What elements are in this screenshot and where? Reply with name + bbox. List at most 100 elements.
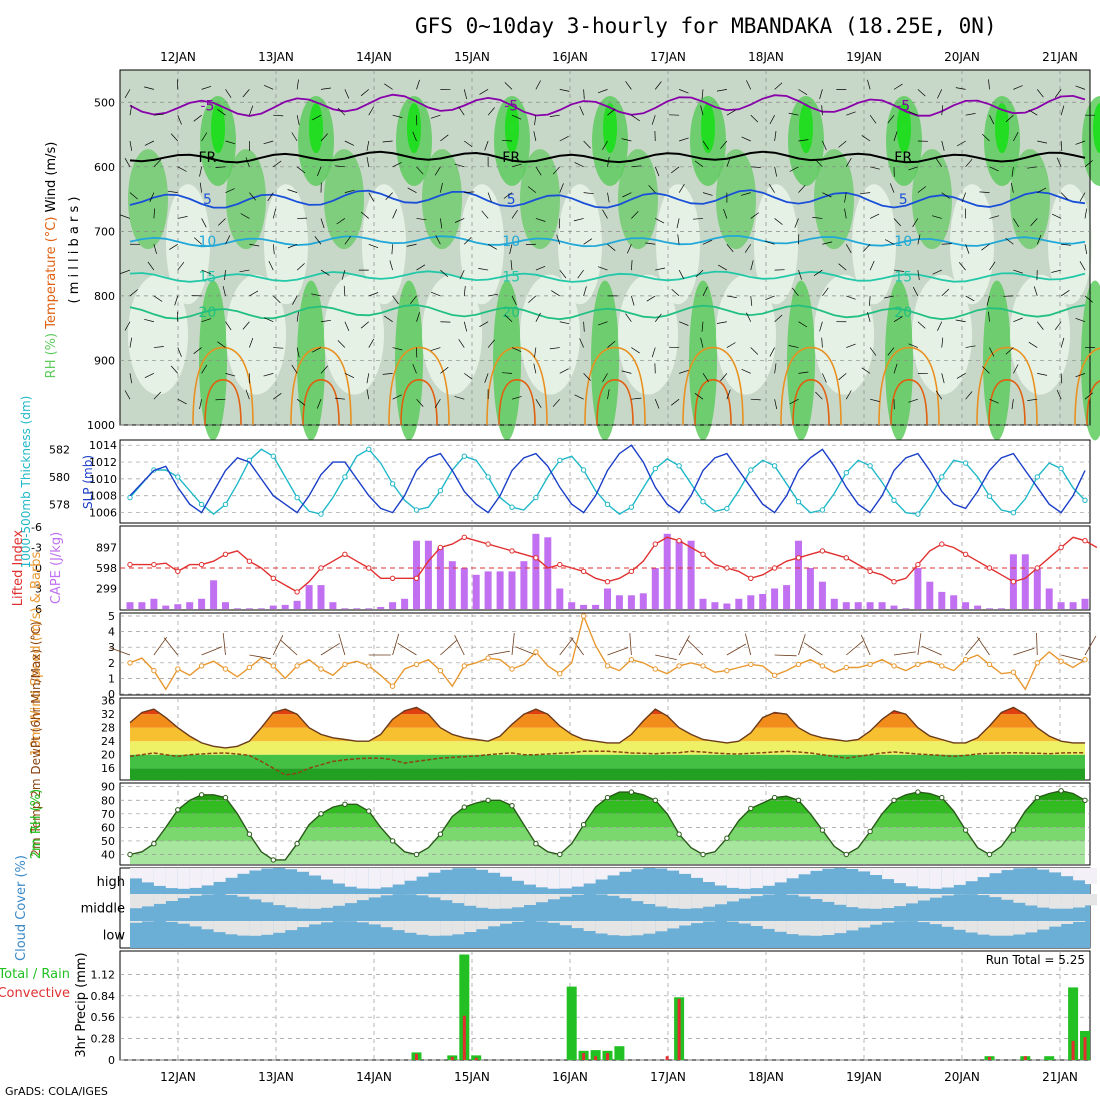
cloud-gap xyxy=(631,921,644,936)
thickness-point xyxy=(748,467,754,473)
wind-barb xyxy=(822,241,833,245)
cape-bar xyxy=(938,591,946,609)
wind-barb xyxy=(788,345,799,348)
wind-barb xyxy=(193,114,202,122)
cloud-gap xyxy=(285,894,298,908)
cloud-gap xyxy=(1001,921,1014,936)
lifted-index-point xyxy=(915,561,921,568)
wind-speed-point xyxy=(294,663,300,669)
cloud-gap xyxy=(619,868,632,872)
wind-barb xyxy=(862,244,871,252)
rh-tick-label: 80 xyxy=(101,794,115,807)
thickness-point xyxy=(175,474,181,480)
cloud-gap xyxy=(488,894,501,909)
cloud-gap xyxy=(882,921,895,923)
cape-bar xyxy=(126,602,134,609)
wind-barb xyxy=(1036,234,1042,245)
cloud-gap xyxy=(929,868,942,889)
slp-tick-label: 1012 xyxy=(89,456,117,469)
cloud-gap xyxy=(488,868,501,873)
wind-barb xyxy=(272,635,284,656)
wind-speed-point xyxy=(604,663,611,669)
thickness-point xyxy=(962,460,969,466)
wind-speed-point xyxy=(986,661,993,668)
rh-moist-region xyxy=(226,149,266,250)
wind-barb xyxy=(458,339,465,348)
lifted-index-point xyxy=(151,561,157,568)
top-date-label: 19JAN xyxy=(846,50,882,64)
wind-barb xyxy=(406,243,417,247)
isotherm-25-loop xyxy=(780,346,842,426)
wind-barb xyxy=(726,342,736,348)
wind-barb xyxy=(745,633,752,656)
cloud-gap xyxy=(846,894,859,908)
wind-barb xyxy=(798,269,802,280)
rh2m-point xyxy=(748,805,754,812)
wind-barb xyxy=(344,189,355,193)
cape-bar xyxy=(747,595,755,609)
wind-barb xyxy=(1036,321,1044,330)
wind-tick-label: 0 xyxy=(108,688,115,701)
wind-barb xyxy=(291,132,298,142)
wind-barb xyxy=(291,364,298,374)
wind-barb xyxy=(917,321,926,329)
wind-barb xyxy=(296,311,299,322)
cloud-gap xyxy=(941,868,954,888)
wind-barb xyxy=(1037,140,1048,144)
cloud-gap xyxy=(476,894,489,908)
cape-bar xyxy=(759,594,767,609)
rh-moist-region xyxy=(689,280,717,441)
wind-barb xyxy=(798,139,809,142)
wind-barb xyxy=(249,654,272,660)
wind-barb xyxy=(965,345,976,348)
cloud-gap xyxy=(571,921,584,929)
thickness-point xyxy=(389,481,396,487)
wind-barb xyxy=(700,337,704,348)
cloud-gap xyxy=(1061,868,1074,877)
wind-barb xyxy=(726,389,731,400)
cape-bar xyxy=(389,602,397,609)
rh2m-point xyxy=(795,797,802,803)
wind-barb xyxy=(559,321,570,325)
wind-speed-point xyxy=(461,663,467,669)
wind-barb xyxy=(982,133,990,142)
cloud-gap xyxy=(1037,921,1050,930)
wind-barb xyxy=(648,184,656,193)
wind-barb xyxy=(392,114,403,118)
wind-barb xyxy=(774,314,783,322)
thickness-point xyxy=(604,501,611,508)
cloud-gap xyxy=(559,868,572,889)
wind-barb xyxy=(965,391,973,400)
cloud-gap xyxy=(679,894,692,909)
lifted-index-point xyxy=(1058,544,1064,551)
isotherm-30-loop xyxy=(792,379,830,426)
wind-barb xyxy=(263,373,274,377)
rh-moist-region xyxy=(912,149,952,250)
cloud-gap xyxy=(810,921,823,936)
cloud-gap xyxy=(726,921,739,922)
cape-bar xyxy=(1081,598,1089,610)
wind-barb xyxy=(774,82,783,90)
rh-dry-region xyxy=(324,274,384,395)
cloud-gap xyxy=(165,921,178,922)
wind-barb xyxy=(893,316,903,323)
wind-barb xyxy=(908,343,919,348)
cape-bar xyxy=(1045,588,1053,609)
wind-barb xyxy=(655,218,665,224)
cape-bar xyxy=(353,608,361,609)
cloud-gap xyxy=(512,894,524,908)
precip-convective-bar xyxy=(1023,1056,1027,1060)
wind-barb xyxy=(774,399,778,410)
wind-barb xyxy=(296,263,305,271)
wind-barb xyxy=(803,642,823,656)
lifted-index-point xyxy=(318,565,324,571)
lifted-index-point xyxy=(676,538,682,544)
wind-barb xyxy=(535,265,546,271)
slp-thickness-panel: 1006 1008 1010 1012 1014 578 580 582 1000-500mb … xyxy=(19,396,1091,568)
wind-barb xyxy=(746,312,752,322)
lifted-index-point xyxy=(222,551,229,557)
wind-barb xyxy=(511,633,515,656)
cloud-gap xyxy=(571,868,584,887)
cape-bar xyxy=(413,540,420,609)
wind-barb xyxy=(320,319,331,323)
